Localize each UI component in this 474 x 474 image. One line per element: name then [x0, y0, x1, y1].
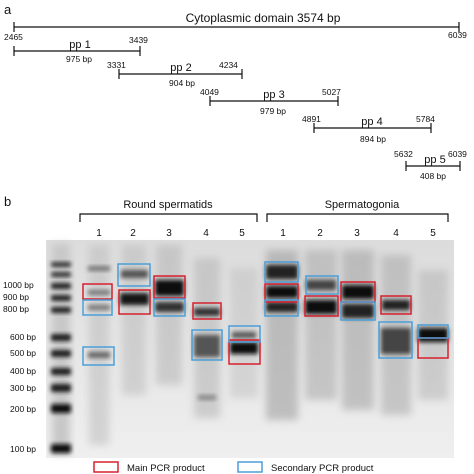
group-bracket-round-spermatids — [79, 213, 258, 222]
panel-a: a Cytoplasmic domain 3574 bp 2465 6039 p… — [4, 2, 467, 181]
lane-number: 4 — [393, 228, 399, 239]
lane-number: 2 — [317, 228, 323, 239]
lane-sg4 — [381, 255, 411, 415]
lane-rs3 — [155, 245, 184, 385]
secondary-box-rs1a — [82, 299, 113, 316]
fragment-start: 4891 — [302, 114, 321, 124]
main-box-sg1 — [264, 283, 299, 303]
main-box-rs3 — [153, 275, 186, 299]
lane-number: 1 — [96, 228, 102, 239]
lane-number: 2 — [130, 228, 136, 239]
lane-sg1 — [266, 250, 298, 420]
fragment-start: 3331 — [107, 60, 126, 70]
lane-number: 1 — [280, 228, 286, 239]
main-box-rs5 — [228, 339, 261, 365]
ladder-labels: 1000 bp 900 bp 800 bp 600 bp 500 bp 400 … — [3, 280, 36, 454]
ladder-label: 600 bp — [10, 332, 36, 342]
fragment-start: 5632 — [394, 149, 413, 159]
secondary-box-sg5 — [417, 324, 449, 339]
ladder-lane — [51, 244, 71, 454]
panel-b-letter: b — [4, 194, 11, 209]
fragment-start: 4049 — [200, 87, 219, 97]
ladder-label: 200 bp — [10, 404, 36, 414]
legend-secondary-swatch — [237, 461, 263, 473]
lane-number: 3 — [166, 228, 172, 239]
fragment-end: 3439 — [129, 35, 148, 45]
secondary-box-sg1a — [264, 261, 299, 283]
main-box-rs2 — [118, 289, 151, 315]
fragment-size: 904 bp — [169, 78, 195, 88]
fragment-name: pp 5 — [424, 154, 445, 166]
main-box-sg2 — [304, 295, 339, 317]
fragment-end: 6039 — [448, 149, 467, 159]
main-box-rs1 — [82, 283, 113, 300]
fragment-end: 5784 — [416, 114, 435, 124]
lane-rs5 — [230, 268, 258, 398]
legend-main-swatch — [93, 461, 119, 473]
ladder-label: 100 bp — [10, 444, 36, 454]
legend-main-label: Main PCR product — [127, 463, 205, 474]
legend: Main PCR product Secondary PCR product — [93, 461, 374, 474]
fragment-size: 408 bp — [420, 171, 446, 181]
fragment-name: pp 3 — [263, 89, 284, 101]
secondary-box-rs5 — [228, 325, 261, 343]
group-label-spermatogonia: Spermatogonia — [325, 199, 400, 211]
lane-rs1 — [88, 245, 110, 445]
lane-number: 3 — [354, 228, 360, 239]
secondary-box-rs3 — [153, 298, 186, 317]
legend-secondary-label: Secondary PCR product — [271, 463, 374, 474]
secondary-box-sg4 — [378, 321, 413, 359]
fragment-name: pp 2 — [170, 62, 191, 74]
fragment-name: pp 1 — [69, 39, 90, 51]
lane-number: 5 — [430, 228, 436, 239]
secondary-product-boxes — [82, 261, 449, 366]
fragment-size: 979 bp — [260, 106, 286, 116]
panel-a-letter: a — [4, 2, 12, 17]
lane-numbers-group2: 1 2 3 4 5 — [280, 228, 436, 239]
ladder-label: 900 bp — [3, 292, 29, 302]
fragment-size: 975 bp — [66, 54, 92, 64]
fragment-pp5: 5632 pp 5 6039 408 bp — [394, 149, 467, 181]
secondary-box-sg2 — [305, 275, 339, 295]
domain-label: Cytoplasmic domain 3574 bp — [186, 11, 341, 25]
lane-rs2 — [120, 245, 149, 395]
domain-end: 6039 — [448, 30, 467, 40]
fragment-end: 5027 — [322, 87, 341, 97]
ladder-label: 800 bp — [3, 304, 29, 314]
domain-start: 2465 — [4, 32, 23, 42]
lane-rs4 — [194, 258, 220, 418]
main-box-rs4 — [192, 302, 222, 320]
fragment-pp1: pp 1 3439 975 bp — [13, 35, 148, 64]
lane-sg2 — [305, 250, 337, 400]
lane-number: 5 — [239, 228, 245, 239]
main-box-sg4 — [380, 295, 412, 315]
group-label-round-spermatids: Round spermatids — [123, 199, 213, 211]
group-bracket-spermatogonia — [266, 213, 449, 222]
ladder-label: 1000 bp — [3, 280, 34, 290]
gel-image — [46, 240, 454, 458]
secondary-box-sg1b — [264, 299, 299, 317]
lane-numbers-group1: 1 2 3 4 5 — [96, 228, 245, 239]
ladder-label: 500 bp — [10, 348, 36, 358]
secondary-box-rs4 — [191, 329, 223, 361]
lane-sg3 — [342, 250, 374, 410]
lane-sg5 — [418, 270, 448, 400]
lane-number: 4 — [203, 228, 209, 239]
panel-b: b Round spermatids Spermatogonia 1 2 3 4… — [3, 194, 454, 474]
fragment-end: 4234 — [219, 60, 238, 70]
secondary-box-rs2 — [117, 263, 151, 287]
fragment-name: pp 4 — [361, 116, 382, 128]
ladder-label: 300 bp — [10, 383, 36, 393]
fragment-pp2: 3331 pp 2 4234 904 bp — [107, 60, 243, 88]
fragment-size: 894 bp — [360, 134, 386, 144]
fragment-pp3: 4049 pp 3 5027 979 bp — [200, 87, 341, 116]
secondary-box-sg3 — [340, 301, 376, 321]
fragment-pp4: 4891 pp 4 5784 894 bp — [302, 114, 435, 144]
secondary-box-rs1b — [82, 346, 115, 366]
ladder-label: 400 bp — [10, 366, 36, 376]
